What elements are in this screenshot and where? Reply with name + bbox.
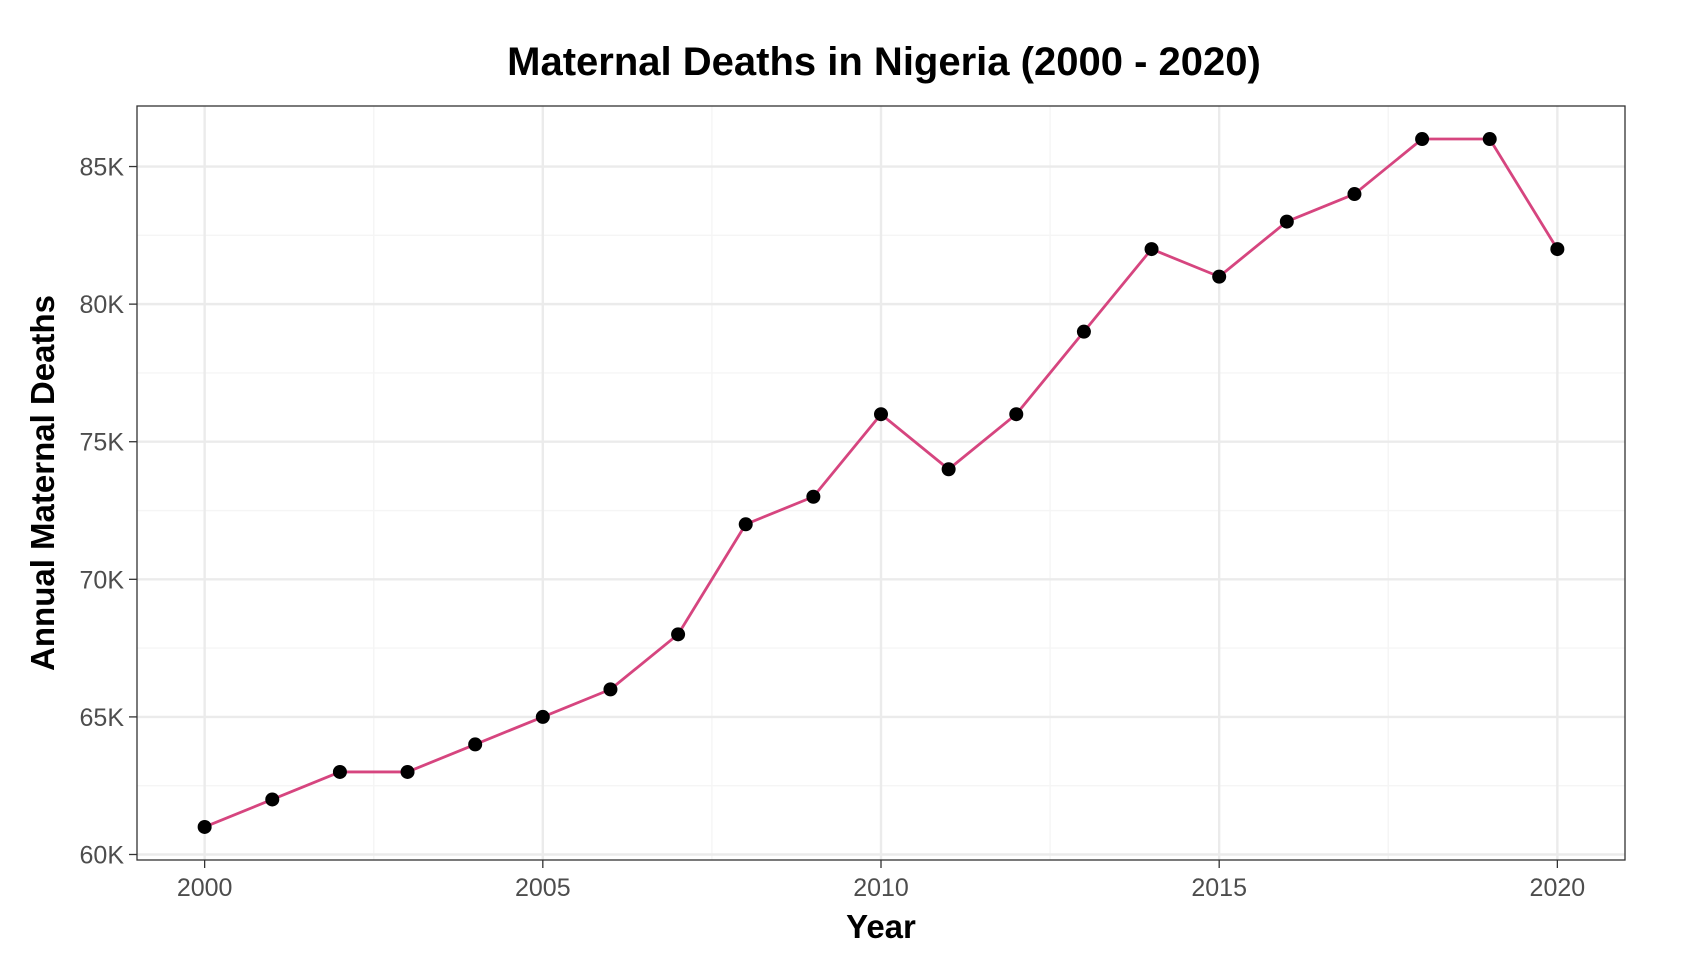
data-point xyxy=(468,737,483,752)
x-tick-label: 2005 xyxy=(515,874,571,902)
data-point xyxy=(265,792,280,807)
y-tick-label: 70K xyxy=(80,566,125,594)
x-axis-title: Year xyxy=(846,908,916,945)
y-tick-label: 65K xyxy=(80,704,125,732)
y-tick-label: 80K xyxy=(80,291,125,319)
data-point xyxy=(874,407,888,422)
data-point xyxy=(1144,242,1159,257)
data-point xyxy=(941,462,956,477)
x-tick-label: 2010 xyxy=(853,874,909,902)
data-point xyxy=(197,819,212,834)
data-point xyxy=(1212,269,1227,284)
y-tick-label: 60K xyxy=(80,841,125,869)
data-point xyxy=(1009,407,1024,422)
data-point xyxy=(806,489,821,504)
data-point xyxy=(671,627,686,642)
data-point xyxy=(603,682,618,697)
data-point xyxy=(1550,242,1565,257)
y-tick-label: 75K xyxy=(80,429,125,457)
data-point xyxy=(1415,132,1430,147)
axis-layer: 2000 2005 2010 2015 2020 60K 65K 70K 75K 80K 85K xyxy=(80,154,1586,902)
data-point xyxy=(332,764,347,779)
x-tick-label: 2020 xyxy=(1530,874,1586,902)
data-point xyxy=(535,709,550,724)
x-tick-label: 2000 xyxy=(177,874,233,902)
data-point xyxy=(1279,214,1294,229)
y-axis-title: Annual Maternal Deaths xyxy=(24,295,61,671)
data-point xyxy=(1347,187,1362,202)
data-point xyxy=(1482,132,1497,147)
chart-title: Maternal Deaths in Nigeria (2000 - 2020) xyxy=(507,40,1261,84)
data-point xyxy=(400,764,415,779)
data-point xyxy=(1076,324,1091,339)
x-tick-label: 2015 xyxy=(1191,874,1247,902)
grid-layer xyxy=(137,106,1625,860)
point-layer xyxy=(197,132,1565,834)
data-point xyxy=(738,517,753,532)
y-tick-label: 85K xyxy=(80,154,125,182)
